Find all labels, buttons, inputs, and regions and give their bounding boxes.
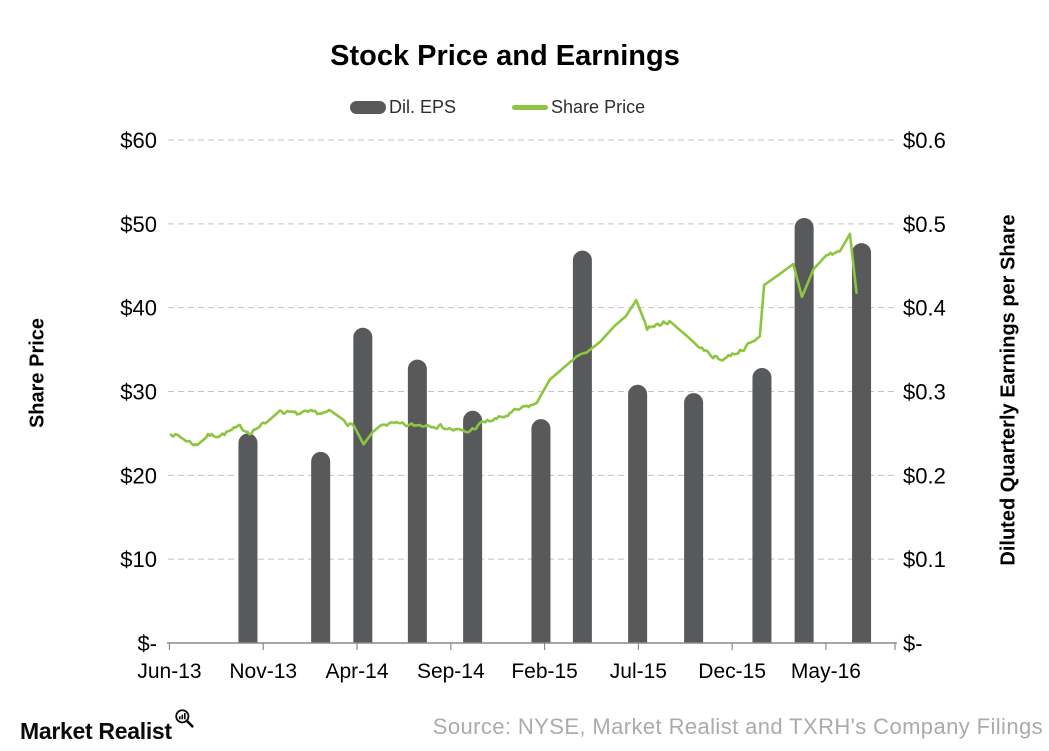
left-tick-label-4: $20: [120, 463, 157, 488]
x-tick-label-5: Jul-15: [610, 660, 667, 683]
left-tick-label-1: $50: [120, 212, 157, 237]
chart-title: Stock Price and Earnings: [330, 40, 680, 72]
legend-bar-swatch-icon: [350, 101, 386, 114]
left-tick-label-5: $10: [120, 547, 157, 572]
right-tick-label-0: $0.6: [903, 128, 946, 153]
x-tick-label-1: Nov-13: [229, 660, 297, 683]
right-tick-label-4: $0.2: [903, 463, 946, 488]
share-price-line: [169, 232, 858, 447]
left-tick-label-0: $60: [120, 128, 157, 153]
left-tick-label-2: $40: [120, 296, 157, 321]
x-tick-label-2: Apr-14: [326, 660, 389, 683]
bar-dil-eps-7: [628, 384, 648, 643]
bar-dil-eps-6: [572, 250, 592, 643]
magnifier-chart-icon: [174, 708, 195, 735]
right-tick-label-3: $0.3: [903, 380, 946, 405]
right-tick-label-6: $-: [903, 631, 923, 656]
brand-logo: Market Realist: [20, 708, 195, 745]
left-tick-label-3: $30: [120, 380, 157, 405]
right-tick-label-1: $0.5: [903, 212, 946, 237]
legend-bar-label: Dil. EPS: [389, 97, 457, 117]
bar-dil-eps-8: [684, 393, 704, 643]
bar-dil-eps-9: [752, 368, 772, 643]
x-tick-label-3: Sep-14: [417, 660, 485, 683]
bar-dil-eps-5: [531, 419, 551, 643]
x-tick-label-7: May-16: [791, 660, 861, 683]
x-tick-label-6: Dec-15: [698, 660, 766, 683]
chart-legend: Dil. EPS Share Price: [350, 97, 645, 118]
left-tick-label-6: $-: [137, 631, 157, 656]
x-tick-label-0: Jun-13: [137, 660, 201, 683]
right-tick-label-2: $0.4: [903, 296, 946, 321]
source-attribution: Source: NYSE, Market Realist and TXRH's …: [432, 714, 1043, 739]
bar-dil-eps-0: [238, 433, 258, 643]
bar-dil-eps-2: [353, 327, 373, 643]
legend-line-swatch-icon: [512, 105, 549, 110]
x-tick-label-4: Feb-15: [511, 660, 578, 683]
bar-dil-eps-10: [794, 217, 814, 643]
right-tick-label-5: $0.1: [903, 547, 946, 572]
legend-line-label: Share Price: [551, 97, 646, 117]
bar-dil-eps-3: [407, 359, 427, 643]
bar-dil-eps-4: [463, 410, 483, 643]
bar-dil-eps-11: [852, 243, 872, 643]
brand-logo-text: Market Realist: [20, 718, 172, 744]
bar-dil-eps-1: [311, 451, 331, 643]
